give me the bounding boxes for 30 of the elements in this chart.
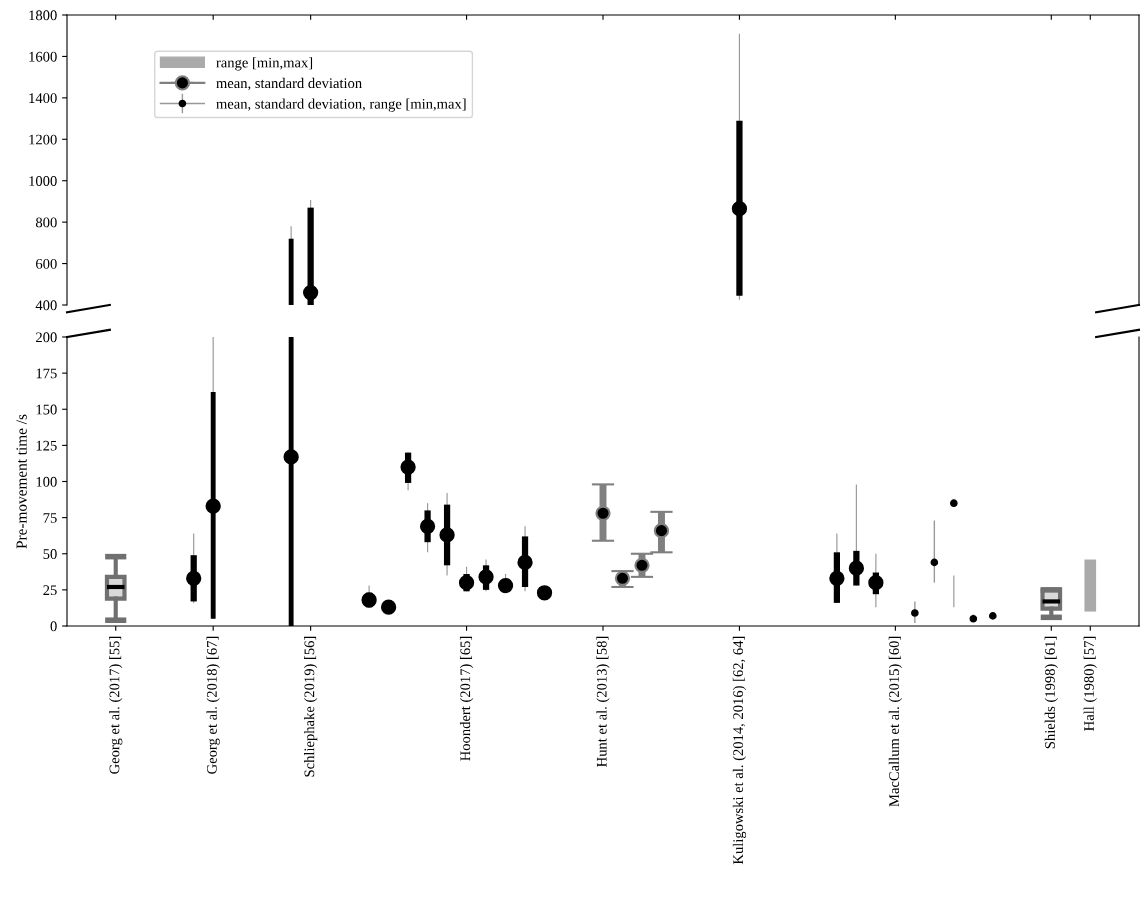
y-tick-label: 200 [36,332,57,343]
x-tick-label: Georg et al. (2017) [55] [109,636,123,774]
y-tick-label: 50 [43,549,57,559]
y-tick-label: 175 [36,368,57,379]
legend-label: mean, standard deviation, range [min,max] [216,98,466,112]
y-tick-label: 100 [36,476,57,487]
legend-label: mean, standard deviation [216,77,362,91]
legend-label: range [min,max] [216,57,313,71]
y-tick-label: 600 [36,258,57,269]
x-tick-label: Kuligowski et al. (2014, 2016) [62, 64] [732,636,747,865]
y-tick-label: 150 [36,404,57,415]
y-tick-label: 1800 [29,10,57,21]
x-tick-label: Hunt et al. (2013) [58] [596,636,610,767]
y-tick-label: 75 [43,513,57,523]
x-tick-label: Georg et al. (2018) [67] [206,636,220,774]
y-tick-label: 25 [43,585,57,596]
y-tick-label: 1200 [29,134,57,145]
x-tick-label: Hall (1980) [57] [1083,636,1097,731]
x-tick-label: Hoondert (2017) [65] [459,636,474,761]
y-tick-label: 800 [35,217,57,228]
y-tick-label: 125 [36,440,57,451]
x-tick-label: MacCallum et al. (2015) [60] [888,636,902,807]
y-axis-title: Pre-movement time /s [16,414,27,549]
y-tick-label: 1000 [29,176,57,186]
x-tick-label: Shields (1998) [61] [1044,636,1058,749]
y-tick-label: 1400 [29,93,57,104]
y-tick-label: 1600 [29,51,57,62]
y-tick-label: 400 [35,300,57,311]
y-tick-label: 0 [50,621,57,632]
x-tick-label: Schliephake (2019) [56] [304,636,318,777]
